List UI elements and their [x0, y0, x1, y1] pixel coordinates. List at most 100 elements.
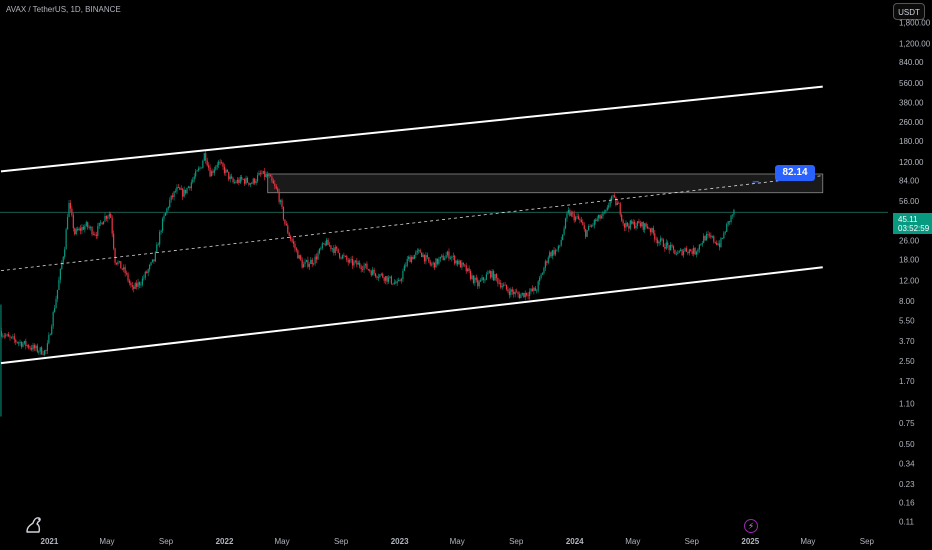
y-tick-label: 2.50 [899, 357, 915, 366]
candle-body [487, 273, 489, 275]
candle-body [287, 225, 289, 233]
candle-body [672, 246, 675, 250]
candle-body [628, 225, 630, 229]
candle-body [423, 254, 426, 262]
candle-body [494, 274, 496, 281]
candle-body [632, 221, 634, 224]
tradingview-logo-icon[interactable] [24, 513, 46, 535]
candle-body [520, 294, 522, 299]
candle-body [431, 264, 433, 266]
candle-body [541, 273, 544, 275]
candle-body [277, 188, 279, 192]
candle-body [458, 260, 460, 265]
x-tick-label: Sep [685, 537, 700, 546]
candle-body [472, 275, 475, 283]
x-axis[interactable]: 2021 May Sep 2022 May Sep 2023 May Sep 2024 May Sep… [41, 537, 875, 546]
symbol-header[interactable]: AVAX / TetherUS, 1D, BINANCE [6, 5, 121, 14]
candle-body [92, 233, 95, 235]
candle-body [649, 228, 652, 233]
candle-body [278, 191, 280, 202]
candle-body [406, 258, 408, 266]
candle-body [98, 222, 100, 227]
candle-body [403, 265, 405, 272]
candle-body [249, 183, 251, 185]
candle-body [150, 262, 152, 265]
candle-body [589, 226, 591, 228]
candle-body [651, 227, 653, 233]
candle-body [127, 273, 129, 281]
candle-body [210, 171, 213, 177]
target-callout[interactable]: 82.14 [775, 165, 815, 181]
candle-body [585, 229, 587, 237]
candle-body [504, 284, 506, 286]
candle-body [259, 172, 262, 174]
candle-body [206, 160, 208, 166]
candle-body [695, 251, 698, 255]
y-tick-label: 84.00 [899, 176, 920, 185]
candle-body [549, 252, 551, 258]
candle-body [68, 202, 70, 217]
candle-body [226, 169, 228, 172]
y-axis[interactable]: 1,800.00 1,200.00 840.00 560.00 380.00 260.00… [899, 19, 931, 527]
candle-body [197, 168, 200, 171]
candle-body [681, 249, 683, 256]
candle-body [359, 262, 361, 267]
y-tick-label: 560.00 [899, 79, 924, 88]
callout-pointer [752, 180, 759, 183]
candle-body [72, 215, 74, 229]
candle-body [186, 188, 188, 194]
candle-body [258, 172, 260, 176]
candle-body [182, 188, 184, 197]
candle-body [143, 277, 145, 279]
candle-body [399, 280, 401, 281]
candle-body [442, 255, 444, 261]
candle-body [366, 263, 368, 270]
candle-body [480, 280, 482, 282]
candle-body [222, 162, 224, 167]
candle-body [199, 167, 201, 169]
candle-body [456, 260, 459, 265]
candle-body [183, 189, 185, 197]
candle-body [340, 257, 342, 259]
candle-body [133, 286, 135, 289]
candle-body [652, 227, 654, 234]
candle-body [225, 169, 227, 174]
candle-body [467, 268, 469, 272]
candle-body [243, 179, 246, 184]
y-tick-label: 1.10 [899, 399, 915, 408]
candle-body [367, 269, 369, 270]
candle-body [275, 185, 277, 189]
x-tick-label: May [450, 537, 465, 546]
candle-body [6, 334, 8, 336]
candle-body [218, 161, 220, 165]
candle-body [137, 282, 139, 287]
candle-body [318, 248, 321, 254]
candle-body [23, 340, 25, 344]
candle-body [468, 268, 470, 271]
candle-body [39, 347, 41, 352]
candle-body [471, 275, 473, 279]
candle-body [245, 177, 247, 184]
current-price-tag: 45.11 03:52:59 [893, 213, 932, 234]
x-tick-label: Sep [860, 537, 875, 546]
candle-body [438, 259, 440, 264]
candle-body [164, 212, 167, 216]
x-tick-label: May [625, 537, 640, 546]
candle-body [89, 227, 92, 228]
y-tick-label: 26.00 [899, 237, 920, 246]
candle-body [497, 278, 499, 284]
y-tick-label: 12.00 [899, 276, 920, 285]
candle-body [147, 269, 149, 273]
candle-body [337, 248, 339, 253]
bolt-icon[interactable]: ⚡ [744, 519, 758, 533]
candle-body [12, 336, 14, 338]
currency-button[interactable]: USDT [893, 3, 925, 20]
x-tick-label: 2023 [391, 537, 409, 546]
candle-body [88, 227, 90, 229]
candle-body [621, 214, 623, 221]
x-tick-label: Sep [509, 537, 524, 546]
candle-body [570, 212, 572, 216]
candle-body [74, 228, 76, 235]
candle-body [331, 248, 333, 250]
